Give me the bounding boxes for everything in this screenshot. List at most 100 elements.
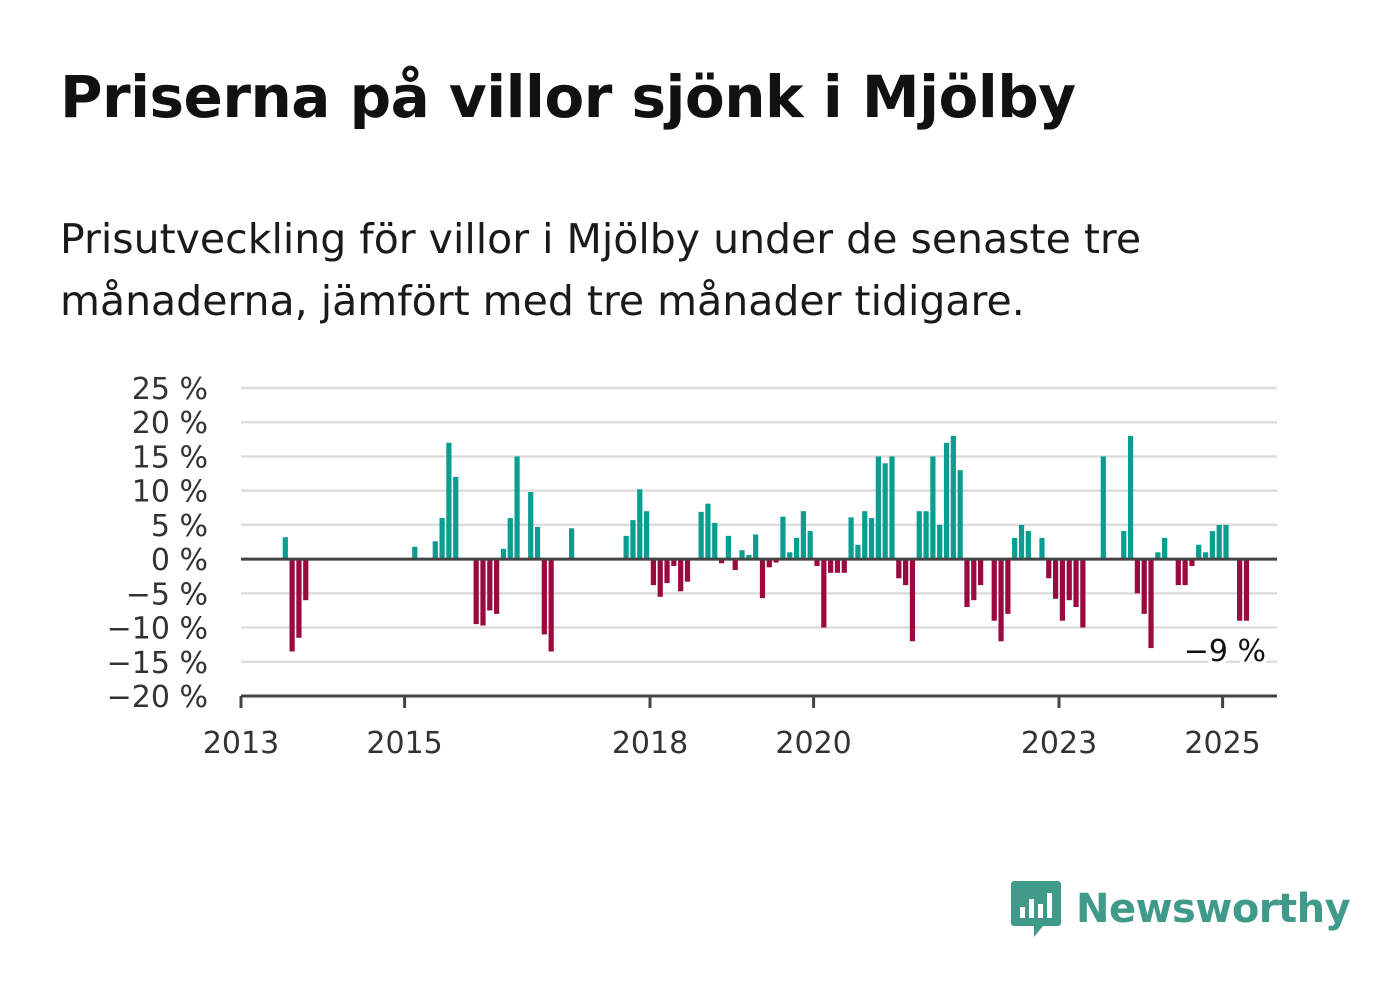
bar [964,559,970,608]
newsworthy-brand: Newsworthy [1010,878,1351,940]
bar [773,559,779,563]
y-tick-label: −5 % [126,577,208,612]
bar [1243,559,1250,621]
bar [800,511,806,560]
bar [882,463,888,560]
bar [664,559,670,584]
bar [1223,524,1229,560]
bar [1175,559,1181,586]
x-tick-label: 2013 [203,726,279,761]
bar [1141,559,1147,614]
tick-labels: 25 %20 %15 %10 %5 %0 %−5 %−10 %−15 %−20 … [107,372,1270,761]
bar [1066,559,1072,601]
x-tick-label: 2018 [612,726,688,761]
bar [746,555,752,560]
bar [446,442,452,560]
bar [739,550,745,560]
bar [473,559,479,625]
bar [916,511,922,560]
bar [1162,537,1168,560]
bar [1005,559,1011,614]
bar [725,535,731,560]
bar [923,511,929,560]
bar [657,559,663,597]
bar [528,492,534,560]
bar [643,511,650,560]
bar [698,511,704,560]
bar [1100,456,1106,560]
y-tick-label: 25 % [132,372,208,407]
bar [868,518,875,560]
bar [841,559,847,573]
chart-title: Priserna på villor sjönk i Mjölby [60,63,1076,131]
bar [1134,559,1140,594]
chart-subtitle: Prisutveckling för villor i Mjölby under… [60,215,1142,325]
bar [1148,559,1154,649]
y-tick-label: −10 % [107,612,208,647]
bar [678,559,684,592]
bar [1216,524,1222,560]
bar [303,559,309,601]
bar [289,559,295,652]
bar [1052,559,1059,599]
bar [909,559,916,642]
bar [432,541,438,560]
bar [500,548,507,560]
bar [487,559,493,611]
bar [950,435,956,560]
last-value-label-halo: −9 % [1184,634,1266,669]
bar [978,559,984,586]
bar [1080,559,1086,628]
bar [732,559,738,571]
bar [1209,531,1215,560]
bar [412,546,418,560]
bar [930,456,936,560]
bar [514,456,520,560]
axes [239,557,1277,708]
bar [296,559,302,638]
bar [1012,537,1018,560]
gridlines [241,386,1277,664]
bar [1025,531,1031,560]
bar [1059,559,1066,621]
y-tick-label: 5 % [151,509,208,544]
bar [780,516,786,560]
bar [971,559,977,601]
last-value-label: −9 % [1184,634,1266,669]
y-tick-label: 0 % [151,543,208,578]
bar [855,544,861,560]
bar [494,559,500,614]
bar [534,526,541,560]
bar-chart: 25 %20 %15 %10 %5 %0 %−5 %−10 %−15 %−20 … [107,372,1277,761]
bar [480,559,486,626]
y-tick-label: −20 % [107,680,208,715]
bar [1073,559,1079,608]
bar [1189,559,1195,566]
newsworthy-logo-icon [1011,881,1061,937]
bar [759,559,766,599]
bar [957,470,963,560]
bar [282,537,288,560]
bar [821,559,827,628]
bar [1182,559,1188,586]
bar [718,559,725,564]
bar [1121,531,1127,560]
bar [848,517,854,560]
bar [684,559,691,582]
bar [875,456,881,560]
bar [650,559,657,586]
bar [828,559,834,573]
bar [889,456,895,560]
bar [453,476,459,560]
bar [541,559,547,635]
bar [991,559,997,621]
x-tick-label: 2020 [775,726,851,761]
bar [671,559,677,566]
bar [903,559,909,586]
bar [807,531,813,560]
bar [1127,435,1134,560]
y-tick-label: 20 % [132,406,208,441]
bar [1046,559,1052,579]
x-tick-label: 2025 [1184,726,1260,761]
bar [1155,552,1161,560]
